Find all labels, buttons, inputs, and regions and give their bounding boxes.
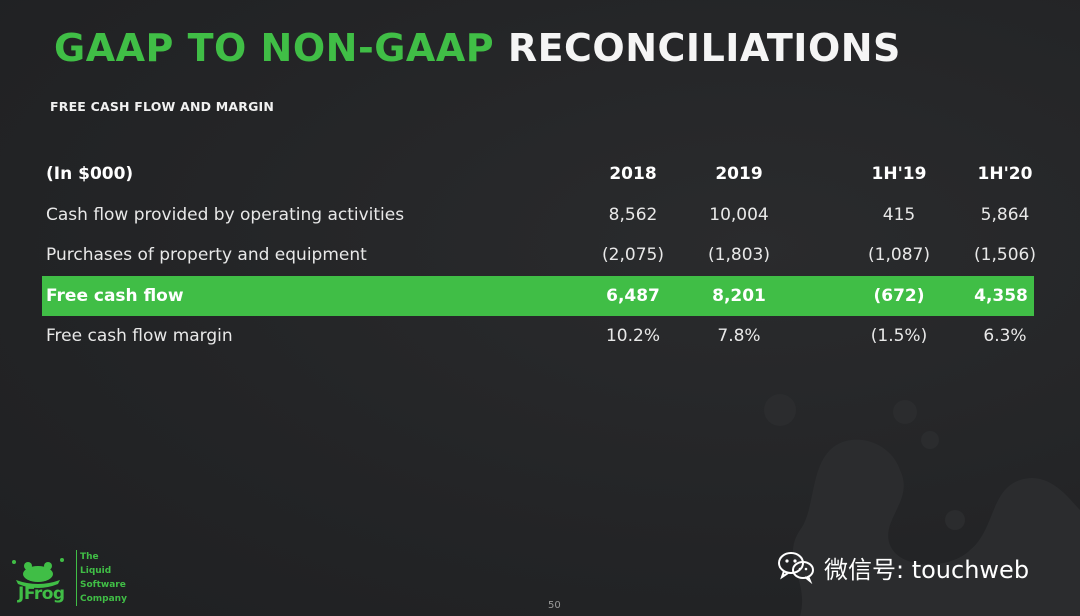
logo-wordmark: JFrog: [18, 584, 65, 604]
header-label: (In $000): [46, 164, 134, 185]
row-value: (1,803): [708, 245, 770, 266]
table-row-highlighted: Free cash flow 6,487 8,201 (672) 4,358: [42, 275, 1034, 316]
logo-divider: [76, 550, 77, 606]
table-row: Free cash flow margin 10.2% 7.8% (1.5%) …: [44, 316, 1036, 357]
row-value: 415: [882, 204, 916, 225]
slide-title-green: GAAP TO NON-GAAP: [54, 26, 495, 70]
frog-icon: [12, 558, 64, 588]
row-value: 5,864: [980, 204, 1030, 225]
row-value: 10.2%: [605, 326, 660, 347]
row-value: (1.5%): [870, 326, 928, 347]
row-value: 8,562: [608, 204, 658, 225]
header-col-1h19: 1H'19: [871, 164, 927, 185]
row-value: (1,506): [974, 245, 1036, 266]
jfrog-logo: JFrog The Liquid Software Company: [10, 548, 140, 610]
row-value: 4,358: [974, 285, 1028, 306]
wechat-watermark: 微信号: touchweb: [776, 550, 1029, 584]
slide-title: GAAP TO NON-GAAP RECONCILIATIONS: [54, 26, 901, 70]
table-header-row: (In $000) 2018 2019 1H'19 1H'20: [44, 154, 1036, 195]
row-label: Purchases of property and equipment: [46, 245, 367, 266]
logo-tagline: The Liquid Software Company: [80, 550, 127, 606]
row-value: 6,487: [606, 285, 660, 306]
row-value: 6.3%: [983, 326, 1027, 347]
wechat-icon: [778, 552, 814, 584]
tagline-line: Liquid: [80, 566, 112, 576]
row-label: Free cash flow margin: [46, 326, 233, 347]
header-col-2018: 2018: [609, 164, 657, 185]
row-label: Cash flow provided by operating activiti…: [46, 204, 405, 225]
tagline-line: The: [80, 552, 99, 562]
reconciliation-table: (In $000) 2018 2019 1H'19 1H'20 Cash flo…: [42, 154, 1036, 357]
tagline-line: Company: [80, 594, 127, 604]
header-col-2019: 2019: [715, 164, 763, 185]
table-row: Purchases of property and equipment (2,0…: [44, 235, 1036, 276]
watermark-text: 微信号: touchweb: [824, 555, 1030, 584]
row-value: (672): [873, 285, 925, 306]
row-value: 10,004: [709, 204, 769, 225]
tagline-line: Software: [80, 580, 126, 590]
row-value: 7.8%: [717, 326, 761, 347]
row-value: 8,201: [712, 285, 766, 306]
row-value: (1,087): [868, 245, 930, 266]
row-label: Free cash flow: [46, 285, 184, 306]
background-splash-decoration: [764, 394, 1080, 616]
slide-title-white: RECONCILIATIONS: [507, 26, 901, 70]
page-number: 50: [548, 600, 561, 611]
table-row: Cash flow provided by operating activiti…: [44, 195, 1036, 236]
row-value: (2,075): [602, 245, 664, 266]
header-col-1h20: 1H'20: [977, 164, 1033, 185]
slide-subtitle: FREE CASH FLOW AND MARGIN: [50, 99, 275, 114]
